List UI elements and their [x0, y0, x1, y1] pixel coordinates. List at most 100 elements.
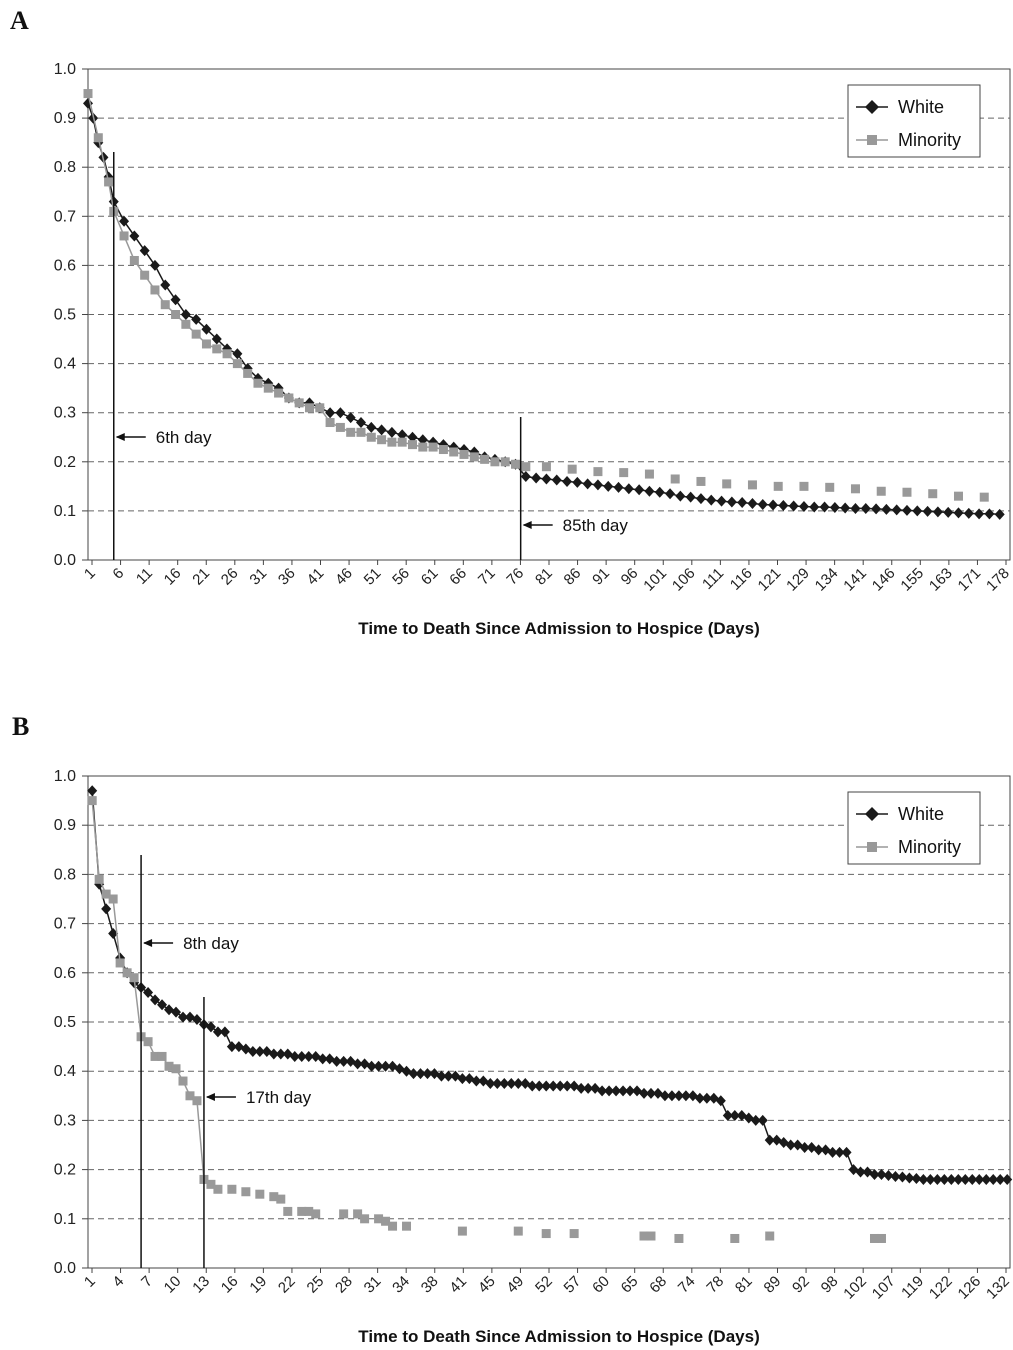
white-point	[149, 259, 160, 271]
minority-point	[459, 449, 469, 459]
minority-point	[178, 1076, 188, 1086]
minority-point	[402, 1221, 412, 1231]
legend-label: White	[898, 97, 944, 117]
white-point	[366, 421, 377, 433]
chart-a: 0.00.10.20.30.40.50.60.70.80.91.01 6 11 16 2…	[54, 61, 1013, 638]
x-tick-label: 129	[783, 565, 813, 595]
x-tick-label: 66	[446, 565, 470, 589]
minority-point	[765, 1231, 775, 1241]
minority-point	[192, 1096, 202, 1106]
minority-point	[511, 459, 521, 469]
white-point	[904, 1172, 915, 1184]
white-point	[211, 333, 222, 345]
white-point	[345, 412, 356, 424]
minority-point	[593, 467, 603, 477]
white-point	[819, 501, 830, 513]
minority-point	[722, 479, 732, 489]
y-tick-label: 0.8	[54, 866, 76, 883]
minority-point	[876, 486, 886, 496]
minority-point	[284, 393, 294, 403]
white-point	[967, 1173, 978, 1185]
minority-point	[335, 422, 345, 432]
white-point	[974, 508, 985, 520]
white-point	[592, 479, 603, 491]
white-point	[1002, 1173, 1013, 1185]
y-tick-label: 0.4	[54, 356, 76, 373]
x-tick-label: 92	[789, 1273, 813, 1297]
y-tick-label: 0.1	[54, 1211, 76, 1228]
x-tick-label: 31	[246, 565, 270, 589]
white-point	[261, 1046, 272, 1058]
y-tick-label: 0.7	[54, 208, 76, 225]
white-point	[582, 478, 593, 490]
x-tick-label: 102	[840, 1273, 870, 1303]
minority-point	[541, 462, 551, 472]
x-tick-label: 71	[475, 565, 499, 589]
annotation-label: 85th day	[563, 516, 629, 535]
white-point	[963, 507, 974, 519]
white-point	[443, 1070, 454, 1082]
white-point	[359, 1058, 370, 1070]
minority-point	[181, 319, 191, 329]
minority-point	[480, 454, 490, 464]
minority-point	[157, 1051, 167, 1061]
x-tick-label: 34	[389, 1273, 413, 1297]
white-point	[750, 1114, 761, 1126]
y-tick-label: 0.2	[54, 454, 76, 471]
x-tick-label: 116	[727, 565, 756, 594]
white-point	[94, 878, 105, 890]
annotation-label: 6th day	[156, 428, 212, 447]
white-point	[541, 473, 552, 485]
minority-point	[500, 457, 510, 467]
white-point	[289, 1050, 300, 1062]
white-point	[139, 245, 150, 257]
minority-point	[253, 378, 263, 388]
annotation-arrowhead	[522, 521, 532, 529]
white-point	[436, 1070, 447, 1082]
x-tick-label: 132	[983, 1273, 1013, 1303]
white-point	[685, 491, 696, 503]
white-point	[583, 1082, 594, 1094]
white-point	[881, 503, 892, 515]
white-point	[457, 1073, 468, 1085]
minority-point	[953, 491, 963, 501]
minority-point	[646, 1231, 656, 1241]
white-point	[576, 1082, 587, 1094]
white-point	[988, 1173, 999, 1185]
minority-point	[241, 1187, 251, 1197]
y-tick-label: 0.9	[54, 817, 76, 834]
white-point	[840, 502, 851, 514]
x-tick-label: 98	[818, 1273, 842, 1297]
white-point	[562, 475, 573, 487]
white-point	[303, 1050, 314, 1062]
minority-point	[541, 1229, 551, 1239]
white-point	[170, 294, 181, 306]
x-tick-label: 57	[561, 1273, 585, 1297]
white-point	[897, 1171, 908, 1183]
white-point	[799, 1141, 810, 1153]
minority-point	[283, 1206, 293, 1216]
white-point	[645, 1087, 656, 1099]
white-point	[701, 1092, 712, 1104]
x-tick-label: 171	[955, 565, 985, 595]
white-point	[492, 1078, 503, 1089]
legend-marker-white	[865, 100, 879, 114]
white-point	[143, 986, 154, 998]
minority-point	[457, 1226, 467, 1236]
white-point	[666, 1090, 677, 1102]
white-point	[638, 1087, 649, 1099]
white-point	[611, 1085, 622, 1097]
x-tick-label: 65	[618, 1273, 642, 1297]
white-point	[87, 785, 98, 797]
white-point	[119, 215, 130, 227]
minority-point	[171, 310, 181, 319]
minority-point	[94, 874, 104, 884]
minority-point	[869, 1233, 879, 1243]
white-point	[876, 1169, 887, 1181]
minority-point	[521, 462, 531, 472]
white-point	[946, 1173, 957, 1185]
white-point	[485, 1078, 496, 1089]
white-point	[883, 1170, 894, 1182]
minority-point	[346, 427, 356, 437]
y-tick-label: 0.1	[54, 503, 76, 520]
